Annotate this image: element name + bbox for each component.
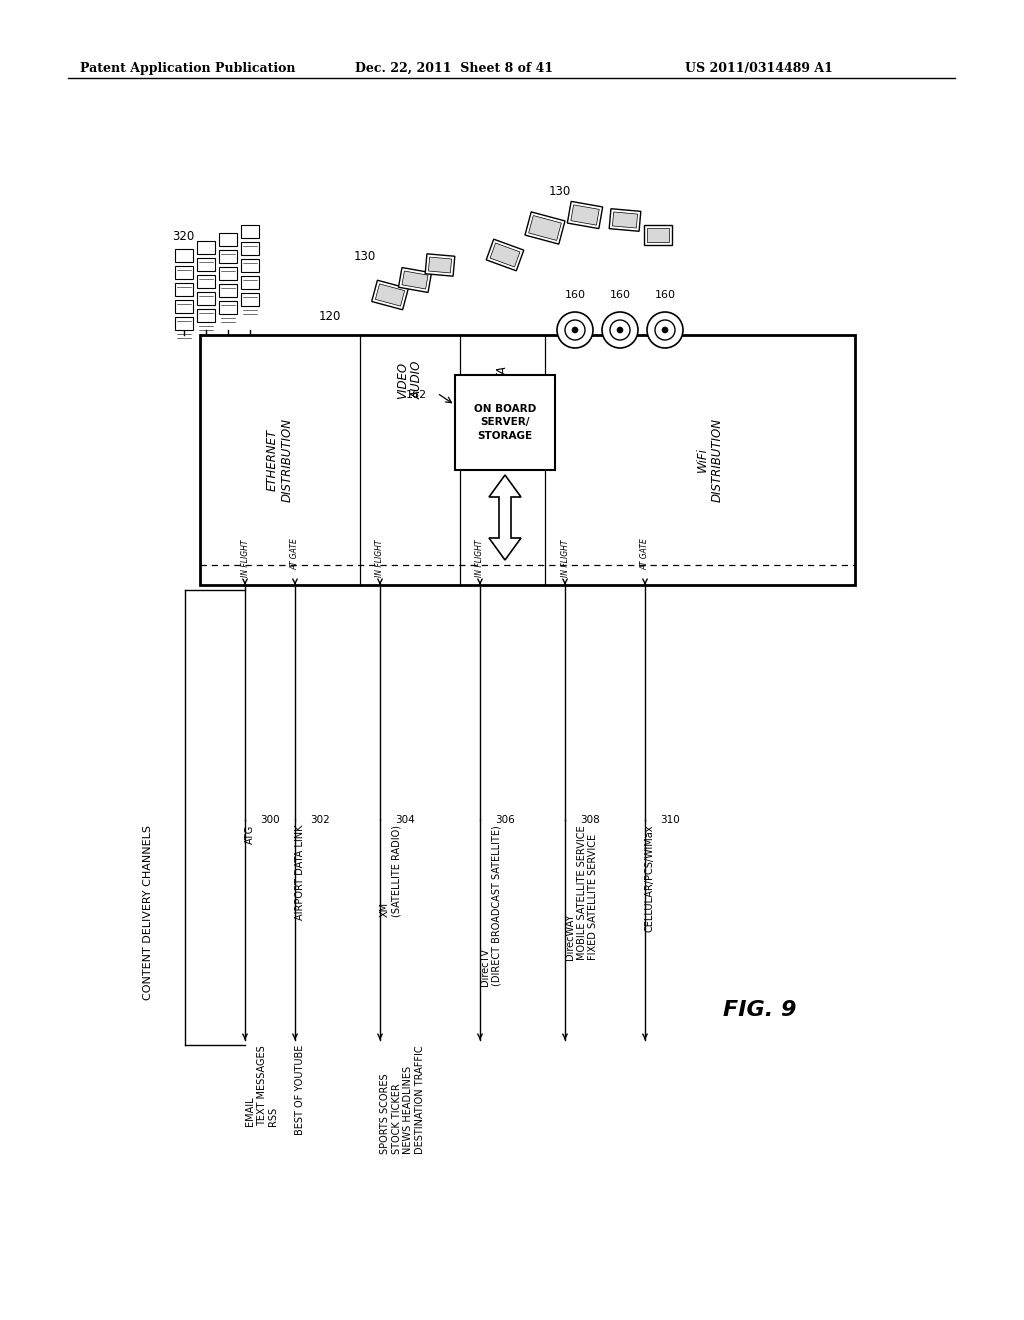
Circle shape bbox=[655, 319, 675, 341]
Text: XM
(SATELLITE RADIO): XM (SATELLITE RADIO) bbox=[380, 825, 401, 917]
Polygon shape bbox=[489, 475, 521, 560]
Text: SPORTS SCORES
STOCK TICKER
NEWS HEADLINES
DESTINATION TRAFFIC: SPORTS SCORES STOCK TICKER NEWS HEADLINE… bbox=[380, 1045, 425, 1154]
Bar bbox=[486, 239, 524, 271]
Bar bbox=[175, 249, 193, 261]
Bar bbox=[241, 293, 259, 306]
Text: ATG: ATG bbox=[245, 825, 255, 845]
Text: IN FLIGHT: IN FLIGHT bbox=[376, 540, 384, 577]
Text: 160: 160 bbox=[609, 290, 631, 300]
Bar bbox=[570, 205, 599, 226]
Circle shape bbox=[572, 327, 578, 333]
Text: WiFi
DISTRIBUTION: WiFi DISTRIBUTION bbox=[696, 418, 724, 502]
Text: ETHERNET
DISTRIBUTION: ETHERNET DISTRIBUTION bbox=[266, 418, 294, 502]
Text: 160: 160 bbox=[564, 290, 586, 300]
Bar bbox=[197, 309, 215, 322]
Bar bbox=[525, 213, 565, 244]
Text: AIRPORT DATA LINK: AIRPORT DATA LINK bbox=[295, 825, 305, 920]
Text: DirecTV
(DIRECT BROADCAST SATELLITE): DirecTV (DIRECT BROADCAST SATELLITE) bbox=[480, 825, 502, 986]
Bar bbox=[219, 249, 237, 263]
Text: AT GATE: AT GATE bbox=[640, 539, 649, 570]
Bar bbox=[455, 375, 555, 470]
Bar bbox=[175, 282, 193, 296]
Bar bbox=[241, 224, 259, 238]
Bar bbox=[197, 242, 215, 253]
Bar bbox=[609, 209, 641, 231]
Text: 160: 160 bbox=[654, 290, 676, 300]
Text: 310: 310 bbox=[660, 814, 680, 825]
Bar bbox=[241, 259, 259, 272]
Text: Patent Application Publication: Patent Application Publication bbox=[80, 62, 296, 75]
Text: AT GATE: AT GATE bbox=[291, 539, 299, 570]
Text: EMAIL
TEXT MESSAGES
RSS: EMAIL TEXT MESSAGES RSS bbox=[245, 1045, 279, 1126]
Bar bbox=[219, 234, 237, 246]
Bar bbox=[528, 215, 561, 240]
Bar bbox=[567, 202, 603, 228]
Bar bbox=[197, 275, 215, 288]
Text: CONTENT DELIVERY CHANNELS: CONTENT DELIVERY CHANNELS bbox=[143, 825, 153, 999]
Text: FIG. 9: FIG. 9 bbox=[723, 1001, 797, 1020]
Bar bbox=[241, 242, 259, 255]
Circle shape bbox=[557, 312, 593, 348]
Bar bbox=[376, 284, 404, 306]
Text: 308: 308 bbox=[580, 814, 600, 825]
Bar bbox=[372, 280, 409, 310]
Circle shape bbox=[565, 319, 585, 341]
Text: IN FLIGHT: IN FLIGHT bbox=[560, 540, 569, 577]
Bar bbox=[612, 213, 638, 228]
Bar bbox=[175, 317, 193, 330]
Circle shape bbox=[602, 312, 638, 348]
Text: 162: 162 bbox=[406, 389, 427, 400]
Text: CELLULAR/PCS/WiMax: CELLULAR/PCS/WiMax bbox=[645, 825, 655, 932]
Bar bbox=[490, 243, 520, 267]
Bar bbox=[197, 292, 215, 305]
Circle shape bbox=[647, 312, 683, 348]
Circle shape bbox=[617, 327, 623, 333]
Text: DATA: DATA bbox=[496, 364, 509, 395]
Bar bbox=[241, 276, 259, 289]
Bar bbox=[647, 228, 669, 242]
Text: 120: 120 bbox=[318, 310, 341, 323]
Bar bbox=[197, 257, 215, 271]
Bar bbox=[644, 224, 672, 246]
Text: 302: 302 bbox=[310, 814, 330, 825]
Bar bbox=[175, 300, 193, 313]
Text: VIDEO
AUDIO: VIDEO AUDIO bbox=[396, 360, 424, 399]
Bar bbox=[219, 284, 237, 297]
Text: IN FLIGHT: IN FLIGHT bbox=[475, 540, 484, 577]
Bar bbox=[219, 267, 237, 280]
Bar bbox=[425, 253, 455, 276]
Bar bbox=[402, 271, 428, 289]
Text: BEST OF YOUTUBE: BEST OF YOUTUBE bbox=[295, 1045, 305, 1135]
Bar bbox=[219, 301, 237, 314]
Text: ON BOARD
SERVER/
STORAGE: ON BOARD SERVER/ STORAGE bbox=[474, 404, 537, 441]
Bar bbox=[200, 335, 855, 585]
Circle shape bbox=[662, 327, 668, 333]
Text: 320: 320 bbox=[172, 230, 195, 243]
Text: US 2011/0314489 A1: US 2011/0314489 A1 bbox=[685, 62, 833, 75]
Text: 306: 306 bbox=[495, 814, 515, 825]
Circle shape bbox=[610, 319, 630, 341]
Bar bbox=[398, 268, 431, 293]
Text: 130: 130 bbox=[549, 185, 571, 198]
Text: Dec. 22, 2011  Sheet 8 of 41: Dec. 22, 2011 Sheet 8 of 41 bbox=[355, 62, 553, 75]
Bar bbox=[175, 267, 193, 279]
Text: IN FLIGHT: IN FLIGHT bbox=[241, 540, 250, 577]
Text: DirecWAY
MOBILE SATELLITE SERVICE
FIXED SATELLITE SERVICE: DirecWAY MOBILE SATELLITE SERVICE FIXED … bbox=[565, 825, 598, 960]
Bar bbox=[428, 257, 452, 273]
Text: 130: 130 bbox=[354, 249, 376, 263]
Text: 304: 304 bbox=[395, 814, 415, 825]
Text: 300: 300 bbox=[260, 814, 280, 825]
